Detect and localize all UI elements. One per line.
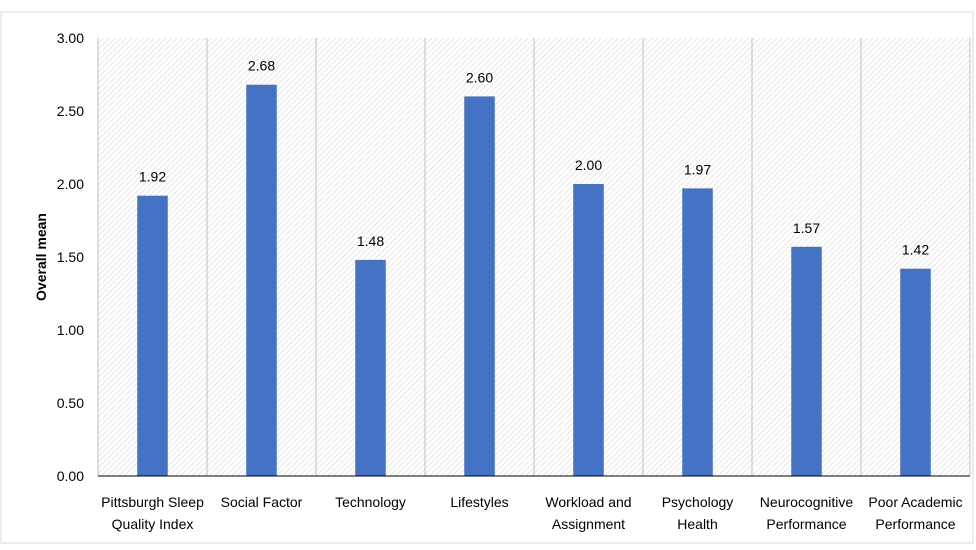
- bar: [355, 259, 386, 476]
- bars: [137, 84, 931, 477]
- bar-data-label: 2.60: [466, 69, 493, 85]
- x-tick-label-line: Social Factor: [221, 494, 303, 510]
- bar-data-label: 1.57: [793, 220, 820, 236]
- y-tick-label: 3.00: [57, 30, 84, 46]
- bar: [573, 184, 604, 476]
- x-tick-label: Psychology Health: [662, 494, 734, 532]
- bar-data-label: 2.00: [575, 157, 602, 173]
- x-tick-label-line: Performance: [766, 516, 846, 532]
- y-tick-label: 0.00: [57, 468, 84, 484]
- x-tick-label-line: Neurocognitive: [760, 494, 854, 510]
- x-tick-label: Poor Academic Performance: [868, 494, 962, 532]
- x-tick-label-line: Performance: [875, 516, 955, 532]
- x-tick-label-line: Technology: [335, 494, 406, 510]
- x-tick-label-line: Workload and: [545, 494, 631, 510]
- bar: [900, 268, 931, 476]
- x-tick-label-line: Poor Academic: [868, 494, 962, 510]
- x-tick-label: Lifestyles: [450, 494, 508, 510]
- bar: [682, 188, 713, 476]
- data-labels: 1.92 2.68 1.48 2.60 2.00 1.97 1.57 1.42: [139, 58, 929, 258]
- x-axis-labels: Pittsburgh Sleep Quality Index Social Fact…: [101, 494, 962, 532]
- x-tick-label: Technology: [335, 494, 406, 510]
- x-tick-label: Pittsburgh Sleep Quality Index: [101, 494, 204, 532]
- x-tick-label-line: Quality Index: [112, 516, 194, 532]
- y-tick-label: 0.50: [57, 395, 84, 411]
- x-tick-label-line: Pittsburgh Sleep: [101, 494, 204, 510]
- x-tick-label-line: Health: [677, 516, 717, 532]
- bar: [791, 246, 822, 476]
- x-tick-label-line: Psychology: [662, 494, 734, 510]
- y-axis-ticks: 0.00 0.50 1.00 1.50 2.00 2.50 3.00: [57, 30, 84, 484]
- bar: [137, 195, 168, 476]
- x-tick-label: Workload and Assignment: [545, 494, 631, 532]
- bar-data-label: 1.92: [139, 169, 166, 185]
- y-tick-label: 2.00: [57, 176, 84, 192]
- chart-border: [0, 11, 974, 544]
- category-separators: [97, 38, 971, 476]
- x-tick-label: Social Factor: [221, 494, 303, 510]
- y-tick-label: 1.00: [57, 322, 84, 338]
- x-tick-label-line: Lifestyles: [450, 494, 508, 510]
- y-tick-label: 1.50: [57, 249, 84, 265]
- x-tick-label: Neurocognitive Performance: [760, 494, 854, 532]
- x-tick-label-line: Assignment: [552, 516, 625, 532]
- bar-data-label: 1.48: [357, 233, 384, 249]
- bar-data-label: 2.68: [248, 58, 275, 74]
- y-axis-title: Overall mean: [33, 213, 49, 301]
- y-tick-label: 2.50: [57, 103, 84, 119]
- bar: [246, 84, 277, 476]
- bar: [464, 96, 495, 477]
- bar-data-label: 1.97: [684, 161, 711, 177]
- bar-data-label: 1.42: [902, 242, 929, 258]
